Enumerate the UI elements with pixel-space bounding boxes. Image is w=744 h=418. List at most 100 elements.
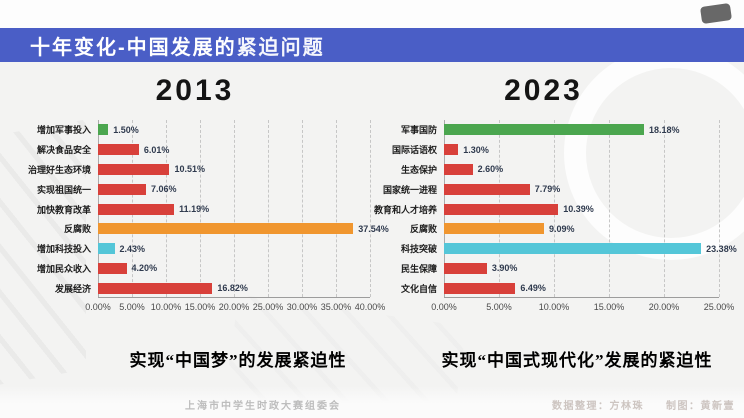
category-label: 解决食品安全	[36, 145, 91, 156]
bar-row: 反腐败 9.09%	[368, 219, 719, 239]
bar-zone: 7.06%	[98, 183, 370, 195]
caption-text: 梦”的发展紧迫性	[211, 351, 347, 370]
bar	[444, 223, 544, 235]
category-label: 生态保护	[400, 164, 437, 175]
value-label: 11.19%	[179, 204, 210, 215]
bar-zone: 23.38%	[444, 243, 737, 255]
bar	[98, 223, 354, 235]
x-tick-label: 0.00%	[85, 302, 111, 312]
title-banner: 十年变化-中国发展的 紧迫问题	[0, 28, 744, 62]
bar-zone: 1.30%	[444, 144, 719, 156]
value-label: 37.54%	[358, 223, 389, 234]
value-label: 18.18%	[648, 124, 680, 135]
chart-section-2023: 2023 军事国防 18.18% 国际话语权 1.30% 生态保护 2.60% 国家统一进程…	[368, 64, 737, 314]
x-tick-label: 15.00%	[184, 302, 216, 312]
category-label: 教育和人才培养	[373, 204, 437, 215]
value-label: 6.49%	[520, 283, 546, 294]
bar-row: 军事国防 18.18%	[368, 120, 719, 140]
bar	[444, 203, 559, 215]
x-tick-label: 20.00%	[218, 302, 250, 312]
plot-area: 增加军事投入 1.50% 解决食品安全 6.01% 治理好生态环境 10.51% 实现祖国统…	[20, 120, 389, 298]
bar	[98, 282, 213, 294]
bar-row: 国际话语权 1.30%	[368, 140, 719, 160]
bar-row: 治理好生态环境 10.51%	[20, 160, 370, 180]
value-label: 1.50%	[113, 124, 139, 135]
bar-zone: 16.82%	[98, 282, 370, 294]
bar-zone: 4.20%	[98, 262, 370, 274]
bar-zone: 3.90%	[444, 262, 719, 274]
x-tick-label: 35.00%	[320, 302, 352, 312]
bar-chart-2023: 军事国防 18.18% 国际话语权 1.30% 生态保护 2.60% 国家统一进程 7.79%…	[368, 120, 737, 314]
bar-zone: 18.18%	[444, 124, 719, 136]
bar-row: 民生保障 3.90%	[368, 258, 719, 278]
bar	[444, 282, 516, 294]
bar-row: 反腐败 37.54%	[20, 219, 389, 239]
footer: 上海市中学生时政大赛组委会 数据整理：方林珠 制图：黄新壹	[0, 397, 744, 412]
x-axis: 0.00% 5.00% 10.00% 15.00% 20.00% 25.00%	[431, 298, 734, 314]
category-label: 民生保障	[400, 263, 437, 274]
bar-row: 国家统一进程 7.79%	[368, 179, 719, 199]
bar	[444, 163, 473, 175]
x-tick-label: 5.00%	[119, 302, 145, 312]
bar-row: 增加民众收入 4.20%	[20, 258, 370, 278]
bar-zone: 37.54%	[98, 223, 389, 235]
caption-text: 式现代化”发展的紧迫性	[523, 351, 713, 370]
value-label: 3.90%	[491, 263, 518, 274]
category-label: 国际话语权	[391, 145, 437, 156]
category-label: 发展经济	[54, 283, 91, 294]
page-title-main: 十年变化-中国发展的	[30, 36, 237, 59]
value-label: 10.51%	[174, 164, 205, 175]
chart-year-heading-2023: 2023	[504, 74, 583, 107]
bar-zone: 1.50%	[98, 124, 370, 136]
bar-zone: 7.79%	[444, 183, 719, 195]
category-label: 增加民众收入	[36, 263, 91, 274]
x-tick-label: 5.00%	[486, 302, 512, 312]
category-label: 军事国防	[400, 125, 437, 136]
caption-strong-text: 中国	[175, 351, 211, 370]
bar-row: 科技突破 23.38%	[368, 239, 737, 259]
value-label: 10.39%	[563, 204, 594, 215]
category-label: 实现祖国统一	[36, 184, 91, 195]
bar	[444, 262, 487, 274]
bar-zone: 10.51%	[98, 163, 370, 175]
category-label: 反腐败	[63, 224, 91, 235]
bar	[98, 243, 115, 255]
caption-2023: 实现“中国式现代化”发展的紧迫性	[416, 346, 738, 371]
value-label: 4.20%	[131, 263, 158, 274]
value-label: 7.79%	[534, 184, 561, 195]
category-label: 文化自信	[400, 283, 437, 294]
value-label: 2.43%	[119, 243, 146, 254]
footer-credit-design: 制图：黄新壹	[666, 401, 735, 412]
footer-credits: 数据整理：方林珠 制图：黄新壹	[552, 397, 735, 412]
bar-chart-2013: 增加军事投入 1.50% 解决食品安全 6.01% 治理好生态环境 10.51% 实现祖国统…	[20, 120, 389, 314]
bar-zone: 2.60%	[444, 163, 719, 175]
bar	[444, 183, 530, 195]
caption-text: 实现“	[129, 351, 175, 370]
category-label: 国家统一进程	[382, 184, 437, 195]
x-tick-label: 10.00%	[538, 302, 570, 312]
value-label: 16.82%	[217, 283, 248, 294]
value-label: 2.60%	[477, 164, 504, 175]
bar	[444, 243, 702, 255]
value-label: 7.06%	[151, 184, 177, 195]
bar	[98, 203, 175, 215]
x-tick-label: 10.00%	[150, 302, 182, 312]
category-label: 反腐败	[409, 224, 437, 235]
footer-organizer: 上海市中学生时政大赛组委会	[185, 401, 341, 412]
x-tick-label: 15.00%	[593, 302, 625, 312]
chart-year-heading-2013: 2013	[155, 74, 235, 107]
category-label: 增加科技投入	[36, 244, 91, 255]
page-title-highlight: 紧迫问题	[236, 36, 325, 59]
x-axis: 0.00% 5.00% 10.00% 15.00% 20.00% 25.00% 30.00%…	[85, 298, 385, 314]
category-label: 科技突破	[400, 244, 437, 255]
caption-2013: 实现“中国梦”的发展紧迫性	[78, 346, 398, 371]
bar-zone: 6.01%	[98, 144, 370, 156]
bar-row: 实现祖国统一 7.06%	[20, 179, 370, 199]
bar-row: 解决食品安全 6.01%	[20, 140, 370, 160]
value-label: 9.09%	[548, 223, 575, 234]
x-tick-label: 25.00%	[252, 302, 284, 312]
bar-row: 加快教育改革 11.19%	[20, 199, 370, 219]
bar	[444, 144, 459, 156]
caption-strong-text: 中国	[487, 351, 523, 370]
bar-row: 生态保护 2.60%	[368, 160, 719, 180]
